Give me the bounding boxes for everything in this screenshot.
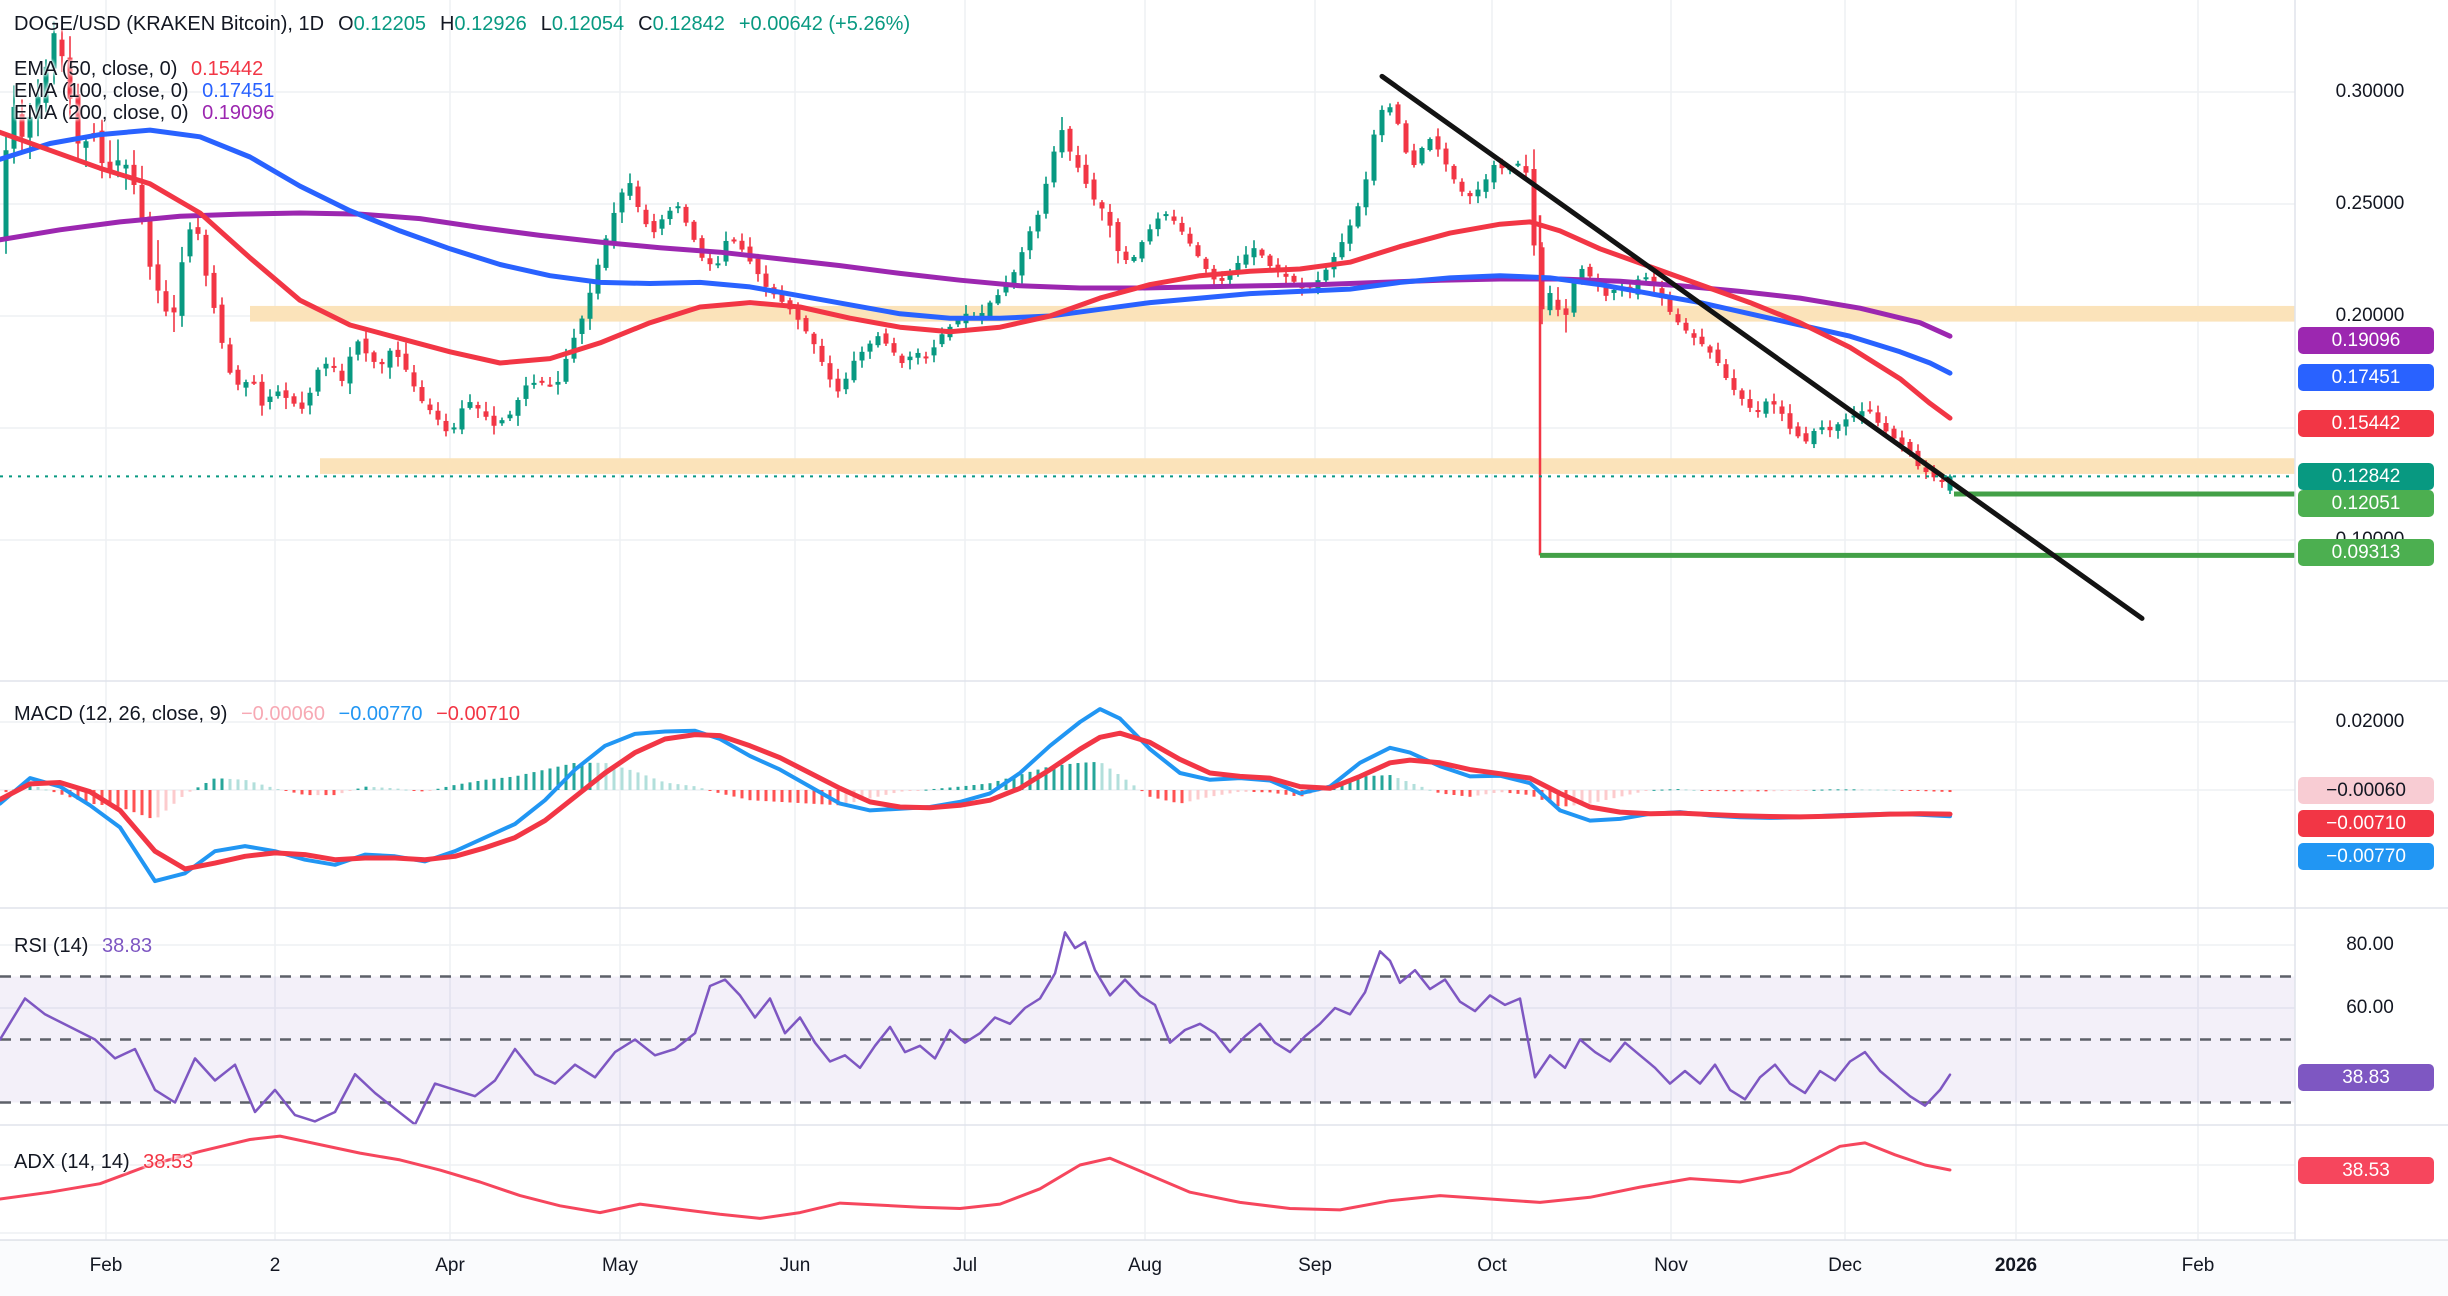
low-value: 0.12054 — [551, 13, 625, 35]
rsi-legend[interactable]: RSI (14) 38.83 — [14, 934, 152, 958]
price-badge-0.12051: 0.12051 — [2298, 490, 2434, 517]
ema200-value: 0.19096 — [202, 102, 275, 124]
open-value: 0.12205 — [353, 13, 426, 35]
time-label-Jul[interactable]: Jul — [952, 1255, 978, 1276]
close-value: 0.12842 — [652, 13, 725, 35]
ema50-label: EMA (50, close, 0) — [14, 58, 178, 80]
time-label-Feb[interactable]: Feb — [2181, 1255, 2215, 1276]
ema100-value: 0.17451 — [202, 80, 275, 102]
price-axis[interactable]: 0.300000.250000.200000.150000.100000.020… — [2295, 0, 2448, 1240]
time-label-Jun[interactable]: Jun — [779, 1255, 811, 1276]
gridlines — [0, 0, 2295, 1240]
price-badge-−0.00710: −0.00710 — [2298, 810, 2434, 837]
ema200-label: EMA (200, close, 0) — [14, 102, 189, 124]
time-label-Oct[interactable]: Oct — [1477, 1255, 1507, 1276]
time-label-Dec[interactable]: Dec — [1828, 1255, 1862, 1276]
price-badge-0.09313: 0.09313 — [2298, 539, 2434, 566]
high-value: 0.12926 — [454, 13, 527, 35]
symbol-title[interactable]: DOGE/USD (KRAKEN Bitcoin), 1D — [14, 13, 325, 35]
drawings — [0, 73, 2295, 621]
time-label-Apr[interactable]: Apr — [435, 1255, 465, 1276]
price-badge-0.15442: 0.15442 — [2298, 410, 2434, 437]
support-zones — [250, 305, 2295, 474]
rsi-label: RSI (14) — [14, 935, 89, 957]
macd-panel — [0, 707, 1953, 884]
adx-value: 38.53 — [143, 1151, 194, 1173]
ema50-value: 0.15442 — [190, 58, 264, 80]
macd-histogram-value: −0.00060 — [240, 703, 325, 725]
rsi-value: 38.83 — [102, 935, 153, 957]
time-label-Aug[interactable]: Aug — [1128, 1255, 1162, 1276]
ema50-legend[interactable]: EMA (50, close, 0) 0.15442 — [14, 57, 263, 81]
time-axis[interactable]: Feb 2 Apr May Jun Jul Aug Sep Oct Nov Dec 2026 Feb — [0, 1240, 2448, 1296]
price-badge-0.12842: 0.12842 — [2298, 463, 2434, 490]
time-label-2026[interactable]: 2026 — [1994, 1255, 2038, 1276]
macd-signal-value: −0.00710 — [436, 703, 521, 725]
price-badge-38.53: 38.53 — [2298, 1157, 2434, 1184]
ema200-legend[interactable]: EMA (200, close, 0) 0.19096 — [14, 101, 274, 125]
macd-legend[interactable]: MACD (12, 26, close, 9) −0.00060 −0.0077… — [14, 702, 520, 726]
axis-label-60.00: 60.00 — [2346, 997, 2394, 1018]
time-label-Nov[interactable]: Nov — [1654, 1255, 1688, 1276]
axis-label-0.25000: 0.25000 — [2335, 193, 2405, 214]
price-badge-0.17451: 0.17451 — [2298, 364, 2434, 391]
adx-label: ADX (14, 14) — [14, 1151, 130, 1173]
adx-panel — [0, 1134, 1952, 1220]
low-label: L — [540, 13, 552, 35]
price-badge-−0.00060: −0.00060 — [2298, 777, 2434, 804]
rsi-panel — [0, 931, 2295, 1126]
close-label: C — [638, 13, 653, 35]
macd-label: MACD (12, 26, close, 9) — [14, 703, 228, 725]
macd-line-value: −0.00770 — [338, 703, 423, 725]
price-badge-0.19096: 0.19096 — [2298, 327, 2434, 354]
ema100-legend[interactable]: EMA (100, close, 0) 0.17451 — [14, 79, 274, 103]
ema100-label: EMA (100, close, 0) — [14, 80, 189, 102]
symbol-legend: DOGE/USD (KRAKEN Bitcoin), 1D O0.12205 H0.… — [14, 12, 910, 36]
open-label: O — [338, 13, 354, 35]
axis-label-0.20000: 0.20000 — [2335, 305, 2405, 326]
price-badge-−0.00770: −0.00770 — [2298, 843, 2434, 870]
axis-label-80.00: 80.00 — [2346, 934, 2394, 955]
candlesticks — [3, 21, 1953, 494]
high-label: H — [439, 13, 455, 35]
descending-trendline — [1379, 73, 2145, 621]
time-label-May[interactable]: May — [602, 1255, 638, 1276]
axis-label-0.02000: 0.02000 — [2335, 711, 2405, 732]
ema-lines — [0, 127, 1953, 421]
axis-label-0.30000: 0.30000 — [2335, 81, 2405, 102]
time-label-Sep[interactable]: Sep — [1298, 1255, 1332, 1276]
time-label-2[interactable]: 2 — [269, 1255, 281, 1276]
price-badge-38.83: 38.83 — [2298, 1064, 2434, 1091]
adx-legend[interactable]: ADX (14, 14) 38.53 — [14, 1150, 193, 1174]
change-value: +0.00642 (+5.26%) — [738, 13, 911, 35]
time-label-Feb[interactable]: Feb — [89, 1255, 123, 1276]
